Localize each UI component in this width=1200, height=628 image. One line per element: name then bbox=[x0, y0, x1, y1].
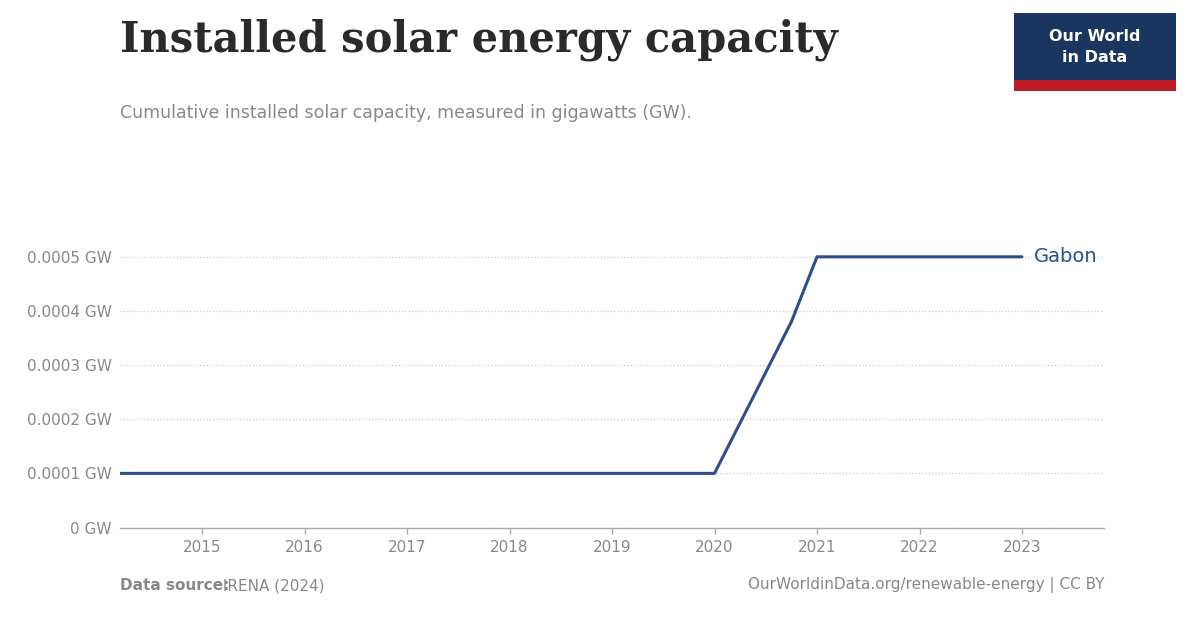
Text: in Data: in Data bbox=[1062, 50, 1128, 65]
Bar bbox=[1014, 80, 1176, 91]
Text: Cumulative installed solar capacity, measured in gigawatts (GW).: Cumulative installed solar capacity, mea… bbox=[120, 104, 692, 122]
Text: Gabon: Gabon bbox=[1034, 247, 1098, 266]
Bar bbox=[1014, 13, 1176, 80]
Text: IRENA (2024): IRENA (2024) bbox=[218, 578, 325, 593]
Text: Installed solar energy capacity: Installed solar energy capacity bbox=[120, 19, 838, 62]
Text: Data source:: Data source: bbox=[120, 578, 229, 593]
Text: Our World: Our World bbox=[1049, 29, 1141, 43]
Text: OurWorldinData.org/renewable-energy | CC BY: OurWorldinData.org/renewable-energy | CC… bbox=[748, 578, 1104, 593]
